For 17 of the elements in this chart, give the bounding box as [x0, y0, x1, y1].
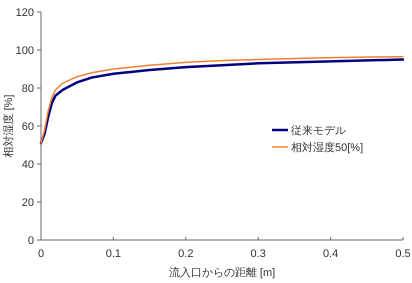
y-tick-label: 20 — [22, 197, 34, 209]
x-axis-title: 流入口からの距離 [m] — [168, 266, 276, 279]
y-tick-label: 80 — [22, 83, 34, 95]
y-tick-label: 120 — [16, 7, 34, 19]
legend-label: 相対湿度50[%] — [291, 141, 364, 154]
legend-label: 従来モデル — [291, 124, 346, 137]
x-tick-label: 0.5 — [395, 248, 411, 260]
y-tick-label: 100 — [16, 45, 34, 57]
x-tick-label: 0.4 — [322, 248, 338, 260]
x-tick-label: 0.2 — [178, 248, 194, 260]
y-axis-title: 相対湿度 [%] — [2, 94, 15, 158]
x-tick-label: 0 — [38, 248, 44, 260]
y-tick-label: 40 — [22, 159, 34, 171]
y-tick-label: 60 — [22, 121, 34, 133]
x-tick-label: 0.1 — [106, 248, 122, 260]
y-tick-label: 0 — [28, 235, 34, 247]
x-tick-label: 0.3 — [250, 248, 266, 260]
